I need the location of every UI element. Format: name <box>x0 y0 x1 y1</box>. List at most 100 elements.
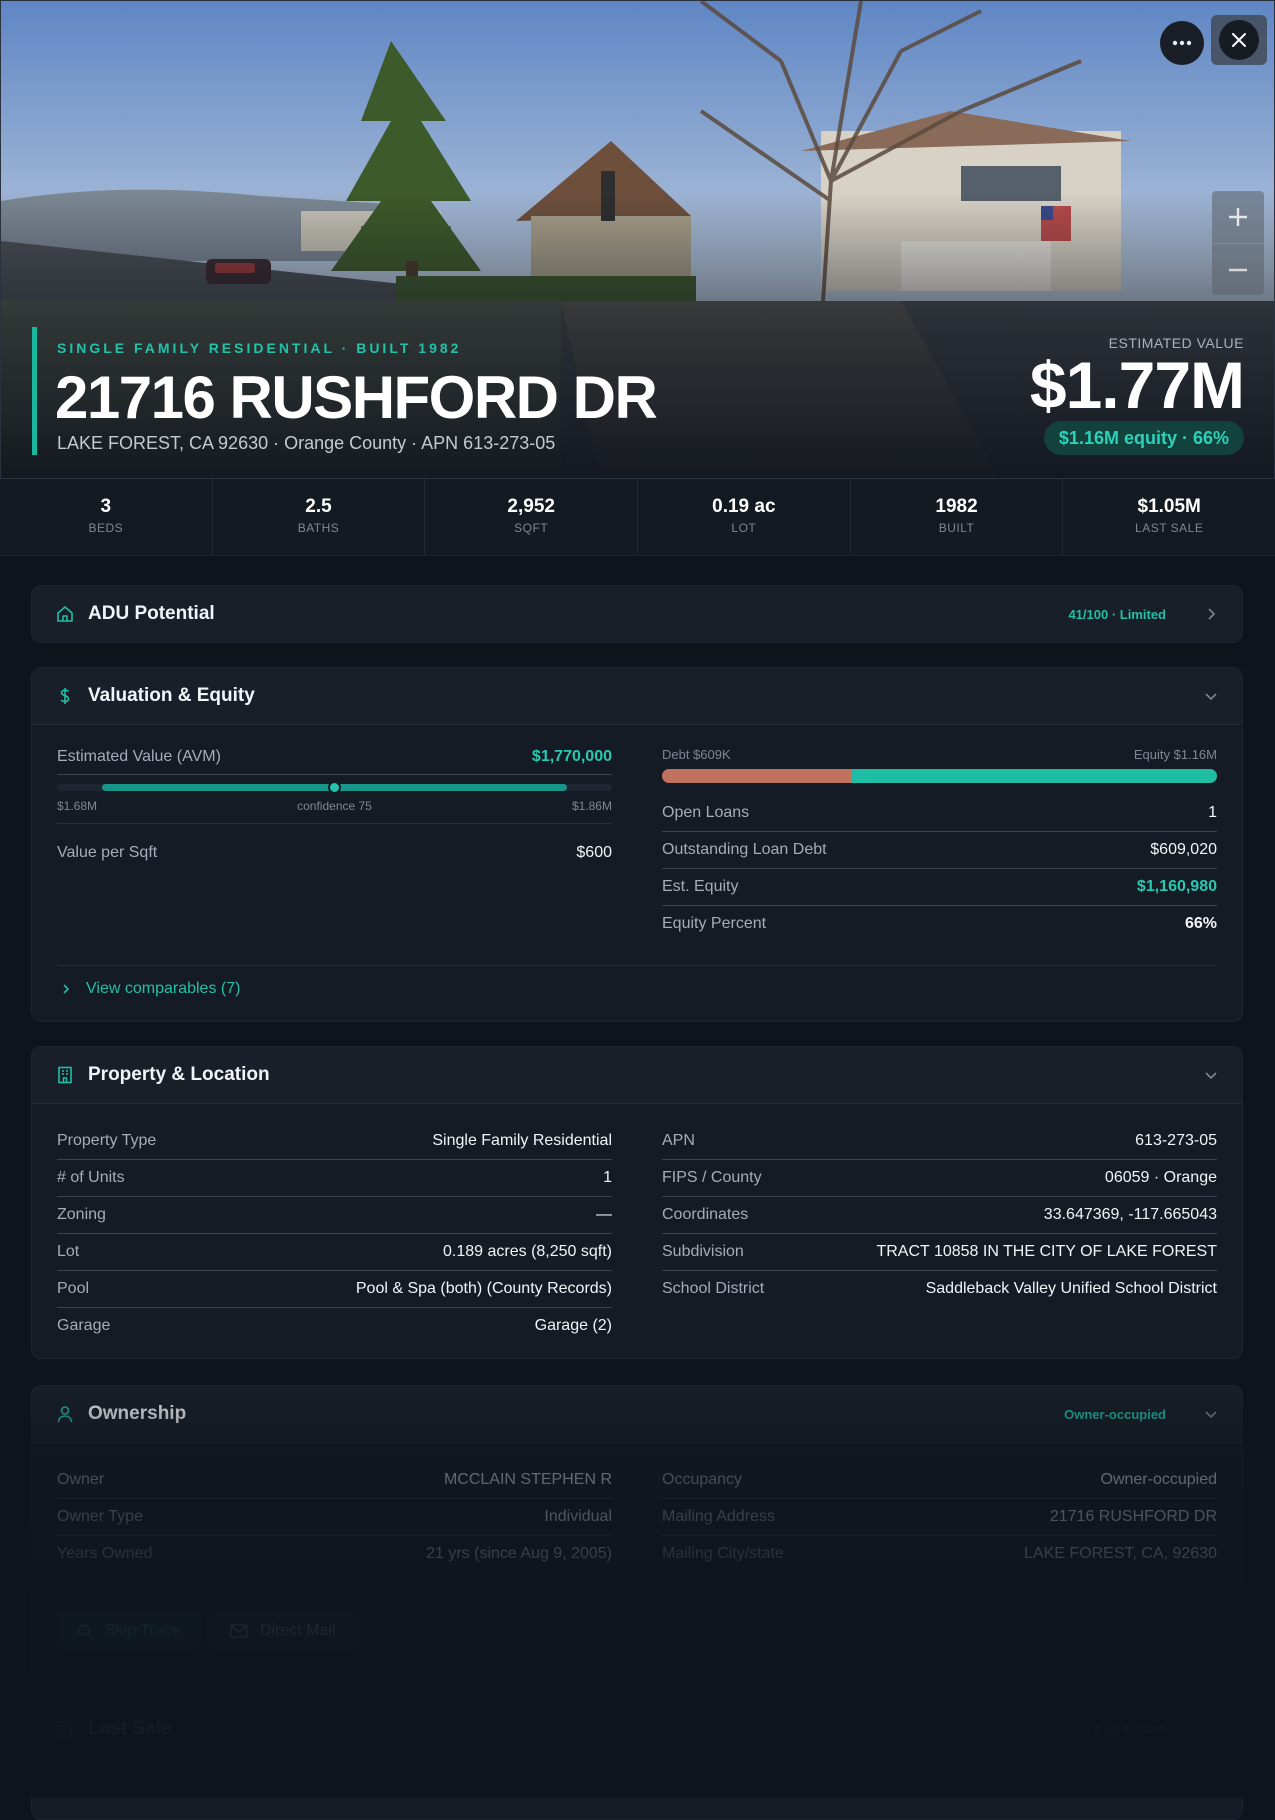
skip-trace-button[interactable]: Skip Trace <box>57 1612 201 1650</box>
property-location-line: LAKE FOREST, CA 92630 · Orange County · … <box>57 433 556 453</box>
detail-value: 06059 · Orange <box>1104 1169 1217 1186</box>
detail-label: Years Owned <box>57 1545 153 1562</box>
card-title: Valuation & Equity <box>88 685 255 706</box>
equity-label: Equity $1.16M <box>1133 747 1217 762</box>
divider <box>57 1591 1217 1592</box>
confidence-label: confidence 75 <box>297 799 372 813</box>
divider <box>57 823 612 824</box>
zoom-out-button[interactable] <box>1212 243 1264 296</box>
more-options-button[interactable] <box>1160 21 1204 65</box>
detail-value: TRACT 10858 IN THE CITY OF LAKE FOREST <box>876 1243 1217 1260</box>
property-subtitle: SINGLE FAMILY RESIDENTIAL · BUILT 1982 <box>57 340 462 356</box>
stat-last-sale: $1.05M LAST SALE <box>1063 479 1275 555</box>
card-title: ADU Potential <box>88 603 215 624</box>
detail-value: 613-273-05 <box>1135 1132 1217 1149</box>
avm-estimate-marker <box>328 781 341 794</box>
stat-label: SQFT <box>514 521 549 535</box>
detail-label: Lot <box>57 1243 80 1260</box>
detail-value: 33.647369, -117.665043 <box>1043 1206 1217 1223</box>
detail-row: Mailing City/state LAKE FOREST, CA, 92630 <box>662 1536 1217 1572</box>
chevron-right-icon <box>1204 607 1218 621</box>
ownership-left-column: Owner MCCLAIN STEPHEN R Owner Type Individ… <box>57 1462 612 1572</box>
detail-value: MCCLAIN STEPHEN R <box>443 1471 612 1488</box>
detail-label: Property Type <box>57 1132 157 1149</box>
debt-label: Debt $609K <box>662 747 731 762</box>
card-title: Last Sale <box>88 1718 172 1739</box>
avm-label: Estimated Value (AVM) <box>57 748 221 765</box>
ownership-card: Ownership Owner-occupied Owner MCCLAIN ST… <box>31 1385 1243 1685</box>
detail-label: # of Units <box>57 1169 125 1186</box>
chevron-down-icon <box>1204 1407 1218 1421</box>
chevron-down-icon <box>1204 689 1218 703</box>
chevron-down-icon <box>1204 1068 1218 1082</box>
map-zoom-control <box>1212 191 1264 295</box>
detail-row: Mailing Address 21716 RUSHFORD DR <box>662 1499 1217 1536</box>
estimated-value: $1.77M <box>1029 348 1245 422</box>
stat-label: LAST SALE <box>1135 521 1204 535</box>
value-per-sqft-row: Value per Sqft $600 <box>57 844 612 862</box>
close-icon <box>1232 33 1246 47</box>
detail-row: Zoning — <box>57 1197 612 1234</box>
detail-value: — <box>596 1206 612 1223</box>
stat-label: LOT <box>731 521 757 535</box>
detail-value: Single Family Residential <box>432 1132 612 1149</box>
detail-value: $609,020 <box>1150 841 1217 858</box>
receipt-icon <box>56 1720 74 1738</box>
detail-label: School District <box>662 1280 765 1297</box>
equity-right-column: Debt $609K Equity $1.16M Open Loans 1 Ou… <box>662 747 1217 942</box>
detail-label: Outstanding Loan Debt <box>662 841 827 858</box>
zoom-in-button[interactable] <box>1212 191 1264 243</box>
adu-score-badge: 41/100 · Limited <box>1068 606 1166 622</box>
property-stats-bar: 3 BEDS 2.5 BATHS 2,952 SQFT 0.19 ac LOT … <box>0 479 1275 556</box>
ownership-header[interactable]: Ownership Owner-occupied <box>32 1386 1242 1443</box>
detail-label: Coordinates <box>662 1206 749 1223</box>
equity-badge: $1.16M equity · 66% <box>1043 421 1244 455</box>
property-right-column: APN 613-273-05 FIPS / County 06059 · Orang… <box>662 1123 1217 1307</box>
detail-row: Pool Pool & Spa (both) (County Records) <box>57 1271 612 1308</box>
close-button[interactable] <box>1211 15 1267 65</box>
property-left-column: Property Type Single Family Residential #… <box>57 1123 612 1344</box>
hero-photo-header: SINGLE FAMILY RESIDENTIAL · BUILT 1982 2… <box>0 0 1275 479</box>
detail-label: Owner Type <box>57 1508 143 1525</box>
avm-row: Estimated Value (AVM) $1,770,000 <box>57 748 612 766</box>
direct-mail-button[interactable]: Direct Mail <box>210 1612 356 1650</box>
card-title: Property & Location <box>88 1064 270 1085</box>
detail-label: Pool <box>57 1280 90 1297</box>
title-accent-bar <box>32 327 37 455</box>
detail-label: Mailing Address <box>662 1508 775 1525</box>
detail-value: Pool & Spa (both) (County Records) <box>355 1280 612 1297</box>
stat-beds: 3 BEDS <box>0 479 213 555</box>
view-comparables-link[interactable]: View comparables (7) <box>60 980 240 998</box>
search-icon <box>78 1624 93 1639</box>
range-low: $1.68M <box>57 799 98 813</box>
valuation-equity-header[interactable]: Valuation & Equity <box>32 668 1242 725</box>
hero-gradient-overlay <box>1 1 1274 478</box>
last-sale-date: Aug 9, 2005 <box>1093 1721 1166 1737</box>
property-location-header[interactable]: Property & Location <box>32 1047 1242 1104</box>
stat-value: 3 <box>100 496 112 517</box>
debt-equity-bar <box>662 769 1217 783</box>
detail-row: Garage Garage (2) <box>57 1308 612 1344</box>
equity-segment <box>850 769 1217 783</box>
detail-value: Saddleback Valley Unified School Distric… <box>925 1280 1217 1297</box>
equity-detail-list: Open Loans 1 Outstanding Loan Debt $609,… <box>662 795 1217 942</box>
valuation-equity-card: Valuation & Equity Estimated Value (AVM)… <box>31 667 1243 1022</box>
detail-label: Owner <box>57 1471 105 1488</box>
detail-value: 1 <box>1208 804 1217 821</box>
adu-potential-header[interactable]: ADU Potential 41/100 · Limited <box>32 586 1242 642</box>
detail-row: FIPS / County 06059 · Orange <box>662 1160 1217 1197</box>
stat-lot: 0.19 ac LOT <box>638 479 851 555</box>
adu-potential-card[interactable]: ADU Potential 41/100 · Limited <box>31 585 1243 643</box>
card-title: Ownership <box>88 1403 187 1424</box>
last-sale-header[interactable]: Last Sale Aug 9, 2005 <box>32 1701 1242 1757</box>
stat-label: BATHS <box>297 521 340 535</box>
detail-row: Equity Percent 66% <box>662 906 1217 942</box>
valuation-left-column: Estimated Value (AVM) $1,770,000 $1.68M … <box>57 748 612 862</box>
detail-row: Lot 0.189 acres (8,250 sqft) <box>57 1234 612 1271</box>
plus-icon <box>1229 208 1247 226</box>
view-comparables-label: View comparables (7) <box>86 980 241 997</box>
divider <box>57 774 612 775</box>
detail-value: 21716 RUSHFORD DR <box>1049 1508 1217 1525</box>
detail-value: 1 <box>603 1169 612 1186</box>
detail-row: # of Units 1 <box>57 1160 612 1197</box>
